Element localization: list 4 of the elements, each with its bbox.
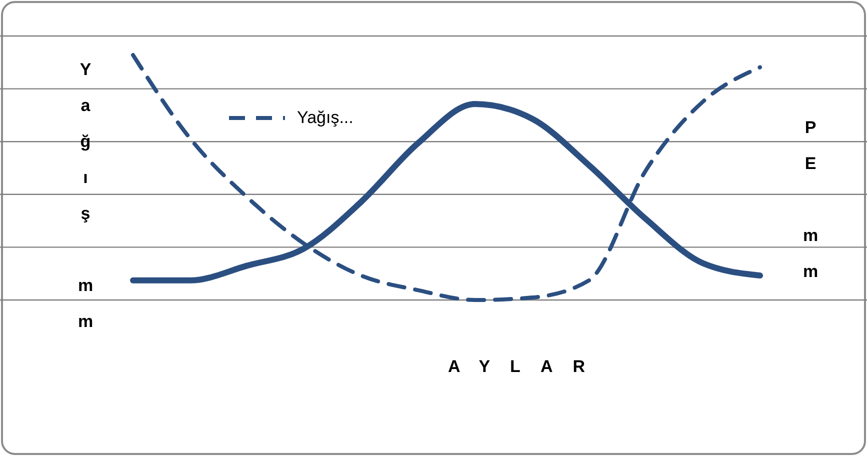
y-axis-title: Yağış mm <box>75 60 95 348</box>
legend-label: Yağış... <box>297 108 354 128</box>
y2-axis-title: PE mm <box>800 118 820 298</box>
x-axis-title: AYLAR <box>448 357 605 376</box>
